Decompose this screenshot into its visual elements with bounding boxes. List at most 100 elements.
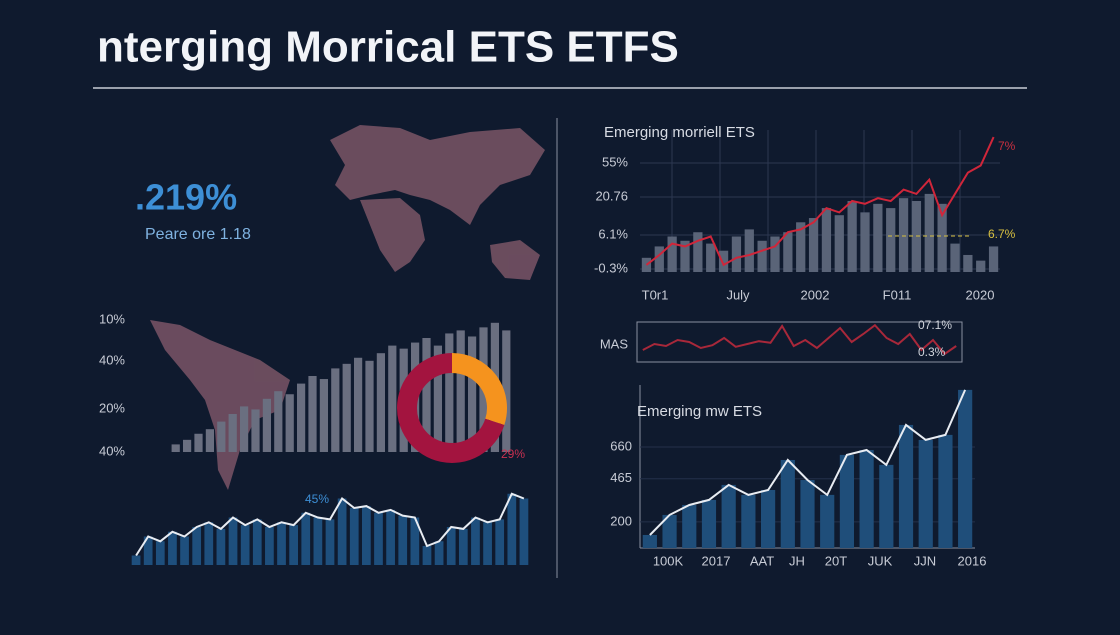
bar	[192, 527, 202, 565]
line	[135, 492, 525, 557]
line	[645, 136, 995, 267]
bar	[796, 222, 806, 272]
world-map	[150, 125, 545, 490]
bar	[205, 429, 215, 452]
bar	[155, 541, 165, 565]
bar	[313, 517, 323, 565]
bar	[388, 345, 397, 452]
bar	[820, 494, 835, 548]
bar	[976, 260, 986, 272]
y-tick-label: 465	[610, 470, 632, 485]
annotation: 0.3%	[918, 345, 946, 359]
bar	[654, 246, 664, 272]
bar	[331, 368, 340, 452]
bar	[471, 517, 480, 565]
bar	[834, 215, 844, 272]
bar	[898, 198, 909, 272]
bar	[228, 517, 238, 565]
bar	[721, 484, 736, 548]
bar	[898, 424, 914, 548]
bar	[434, 541, 444, 565]
bar	[277, 522, 286, 565]
bar	[131, 555, 141, 565]
bar	[456, 330, 465, 452]
bar	[349, 508, 359, 565]
bar	[502, 330, 511, 452]
bar	[386, 509, 395, 565]
bar	[228, 414, 237, 452]
bar	[918, 439, 933, 548]
bar	[706, 243, 716, 272]
bar	[800, 480, 815, 548]
bar	[362, 506, 371, 565]
bar	[950, 243, 960, 272]
bar	[308, 376, 317, 452]
y-axis-label: 20%	[99, 400, 125, 415]
y-axis-label: 10%	[99, 311, 125, 326]
bar	[319, 379, 329, 452]
bar	[289, 525, 298, 565]
x-axis-label: July	[726, 287, 750, 302]
bar	[731, 236, 742, 272]
bar	[285, 394, 294, 452]
bar	[445, 333, 454, 452]
bar	[701, 499, 717, 548]
bar	[783, 232, 793, 272]
line	[642, 323, 957, 356]
bar	[757, 240, 767, 272]
bar	[239, 406, 249, 452]
bar	[667, 236, 677, 272]
bar	[182, 439, 192, 452]
bar	[682, 504, 697, 548]
bar	[337, 498, 347, 565]
bar	[879, 464, 894, 548]
x-axis-label: 2002	[801, 287, 830, 302]
bar	[859, 450, 874, 548]
y-axis-label: 55%	[602, 154, 628, 169]
bar	[171, 444, 180, 452]
bar	[398, 515, 408, 565]
x-axis-label: JJN	[914, 553, 936, 568]
bar	[204, 522, 214, 565]
bar	[847, 201, 857, 272]
bar	[770, 236, 780, 272]
bar	[217, 421, 226, 452]
bar	[262, 398, 272, 452]
kpi-value: .219%	[135, 177, 237, 218]
annotation: 7%	[998, 139, 1016, 153]
bar	[458, 528, 468, 565]
bar	[483, 522, 492, 565]
bar	[760, 489, 776, 548]
x-axis-label: JUK	[868, 553, 893, 568]
chart-title: Emerging morriell ETS	[604, 124, 755, 141]
donut-segment	[451, 353, 507, 425]
bar	[433, 345, 443, 452]
bar	[365, 360, 374, 452]
chart-frame	[636, 321, 963, 363]
bar	[251, 409, 260, 452]
x-axis-label: 2016	[958, 553, 987, 568]
bar	[680, 240, 690, 272]
bar	[422, 338, 431, 452]
bar	[718, 250, 729, 272]
bar	[839, 454, 855, 548]
bar	[988, 246, 999, 272]
y-axis-label: 40%	[99, 352, 125, 367]
bar	[937, 203, 947, 272]
x-axis-label: 100K	[653, 553, 684, 568]
y-axis-label: MAS	[600, 336, 629, 351]
bar	[240, 525, 250, 565]
bar	[519, 498, 529, 565]
bar	[252, 519, 262, 565]
bar	[410, 517, 420, 565]
page-title: nterging Morrical ETS ETFS	[97, 23, 679, 72]
bar	[342, 363, 351, 452]
x-axis-label: 2020	[966, 287, 995, 302]
bar	[507, 493, 517, 565]
bar	[662, 514, 677, 548]
donut-segment	[397, 353, 505, 463]
x-axis-label: 2017	[702, 553, 731, 568]
bar	[808, 218, 819, 272]
